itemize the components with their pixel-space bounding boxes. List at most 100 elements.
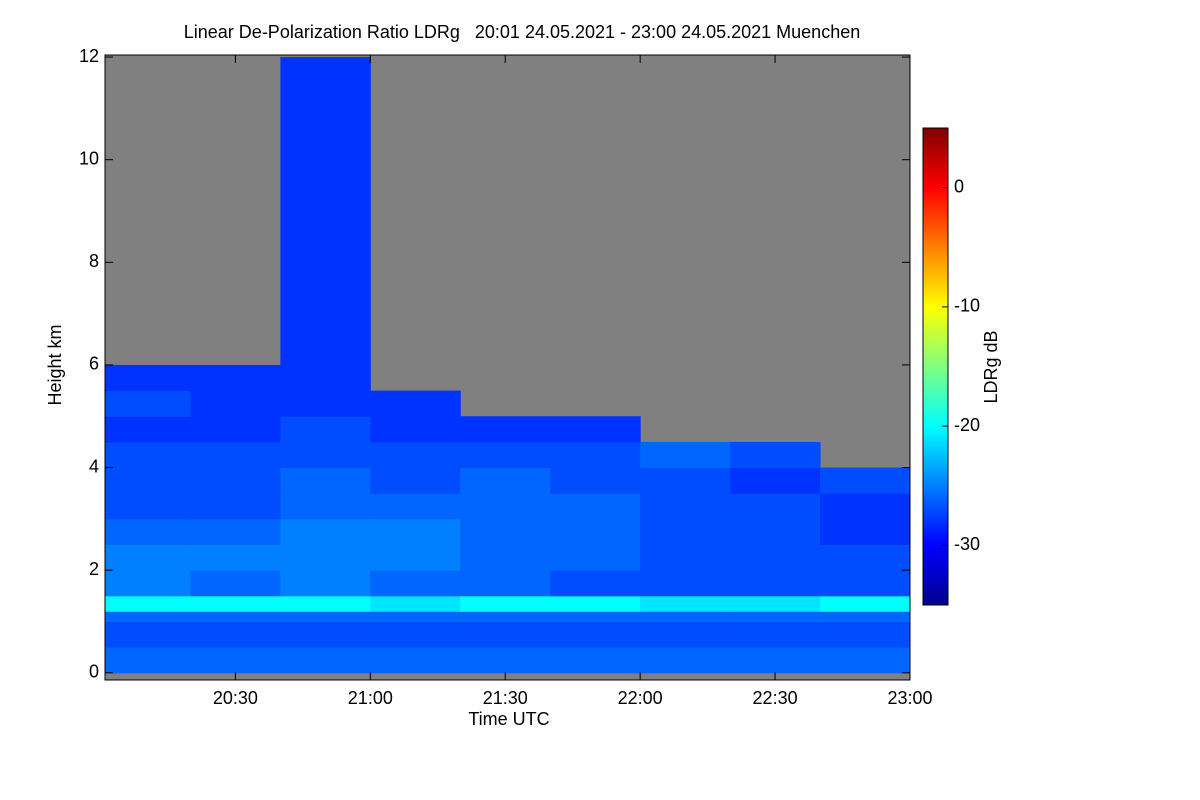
heatmap-cell bbox=[640, 595, 731, 612]
heatmap-cell bbox=[640, 467, 731, 494]
heatmap-cell bbox=[190, 493, 281, 520]
colorbar bbox=[922, 127, 949, 606]
heatmap-cell bbox=[105, 441, 191, 469]
heatmap-cell bbox=[460, 493, 551, 520]
colorbar-tick-label: -20 bbox=[954, 415, 980, 435]
heatmap-cell bbox=[550, 621, 641, 648]
heatmap-cell bbox=[550, 611, 641, 623]
heatmap-cell bbox=[730, 595, 821, 612]
heatmap-cell bbox=[280, 621, 371, 648]
x-tick-label: 21:00 bbox=[348, 688, 393, 708]
heatmap-cell bbox=[730, 570, 821, 597]
y-tick-label: 8 bbox=[89, 251, 99, 271]
chart-title: Linear De-Polarization Ratio LDRg 20:01 … bbox=[184, 22, 860, 42]
heatmap-cell bbox=[370, 518, 461, 546]
heatmap-cell bbox=[190, 647, 281, 674]
heatmap-cell bbox=[370, 544, 461, 571]
heatmap-cell bbox=[370, 441, 461, 469]
heatmap-cell bbox=[190, 467, 281, 494]
heatmap-cell bbox=[190, 611, 281, 623]
heatmap-cell bbox=[550, 570, 641, 597]
heatmap-cell bbox=[820, 621, 911, 648]
x-tick-label: 23:00 bbox=[887, 688, 932, 708]
colorbar-tick-label: -30 bbox=[954, 534, 980, 554]
heatmap-cell bbox=[280, 518, 371, 546]
heatmap-cell bbox=[280, 493, 371, 520]
heatmap-cell bbox=[730, 621, 821, 648]
heatmap-cell bbox=[460, 621, 551, 648]
heatmap-cell bbox=[640, 611, 731, 623]
heatmap-cell bbox=[280, 390, 371, 417]
heatmap-cell bbox=[370, 493, 461, 520]
heatmap-cell bbox=[280, 611, 371, 623]
heatmap-cell bbox=[370, 595, 461, 612]
heatmap-cell bbox=[105, 611, 191, 623]
heatmap-cell bbox=[190, 544, 281, 571]
heatmap-cell bbox=[105, 416, 191, 443]
heatmap-cell bbox=[105, 544, 191, 571]
heatmap-cell bbox=[640, 647, 731, 674]
heatmap-cell bbox=[460, 441, 551, 469]
heatmap-cell bbox=[550, 467, 641, 494]
heatmap-cell bbox=[640, 518, 731, 546]
heatmap-cell bbox=[640, 570, 731, 597]
heatmap-cell bbox=[460, 416, 551, 443]
y-tick-label: 2 bbox=[89, 559, 99, 579]
heatmap-cell bbox=[550, 647, 641, 674]
heatmap-cell bbox=[370, 621, 461, 648]
colorbar-label: LDRg dB bbox=[981, 330, 1001, 403]
heatmap-cell bbox=[190, 416, 281, 443]
heatmap-cell bbox=[105, 518, 191, 546]
heatmap-cell bbox=[105, 621, 191, 648]
heatmap-cell bbox=[820, 647, 911, 674]
heatmap-cell bbox=[730, 611, 821, 623]
heatmap-cell bbox=[280, 647, 371, 674]
heatmap-cell bbox=[370, 416, 461, 443]
heatmap-cell bbox=[190, 390, 281, 417]
heatmap-cell bbox=[640, 441, 731, 469]
y-axis-label: Height km bbox=[45, 324, 65, 405]
heatmap-cell bbox=[190, 595, 281, 612]
heatmap-cell bbox=[280, 57, 371, 366]
heatmap-cell bbox=[370, 570, 461, 597]
heatmap-cell bbox=[460, 467, 551, 494]
heatmap-cell bbox=[730, 467, 821, 494]
heatmap-cell bbox=[190, 441, 281, 469]
heatmap-cell bbox=[190, 364, 281, 392]
heatmap-cell bbox=[280, 544, 371, 571]
heatmap-cell bbox=[370, 611, 461, 623]
x-tick-label: 21:30 bbox=[483, 688, 528, 708]
heatmap-cell bbox=[550, 544, 641, 571]
heatmap-cell bbox=[105, 570, 191, 597]
heatmap-cell bbox=[105, 647, 191, 674]
heatmap-cell bbox=[550, 595, 641, 612]
heatmap-cell bbox=[730, 441, 821, 469]
x-tick-label: 22:30 bbox=[753, 688, 798, 708]
heatmap-cell bbox=[550, 441, 641, 469]
heatmap-cell bbox=[370, 647, 461, 674]
heatmap-cell bbox=[730, 544, 821, 571]
heatmap-cell bbox=[550, 416, 641, 443]
x-tick-label: 22:00 bbox=[618, 688, 663, 708]
y-tick-label: 10 bbox=[79, 148, 99, 168]
heatmap-cell bbox=[105, 595, 191, 612]
heatmap-cell bbox=[460, 647, 551, 674]
heatmap-cell bbox=[820, 595, 911, 612]
heatmap-cell bbox=[370, 390, 461, 417]
heatmap-cell bbox=[820, 544, 911, 571]
colorbar-tick-label: 0 bbox=[954, 176, 964, 196]
x-axis-label: Time UTC bbox=[468, 709, 549, 729]
heatmap-cell bbox=[640, 544, 731, 571]
heatmap-cell bbox=[820, 518, 911, 546]
heatmap-cell bbox=[105, 390, 191, 417]
x-tick-label: 20:30 bbox=[213, 688, 258, 708]
plot-frame bbox=[104, 54, 911, 681]
heatmap-cell bbox=[280, 441, 371, 469]
y-tick-label: 0 bbox=[89, 662, 99, 682]
heatmap-cell bbox=[190, 518, 281, 546]
colorbar-tick-label: -10 bbox=[954, 296, 980, 316]
heatmap-cell bbox=[460, 570, 551, 597]
heatmap-cell bbox=[105, 467, 191, 494]
heatmap-cell bbox=[280, 570, 371, 597]
